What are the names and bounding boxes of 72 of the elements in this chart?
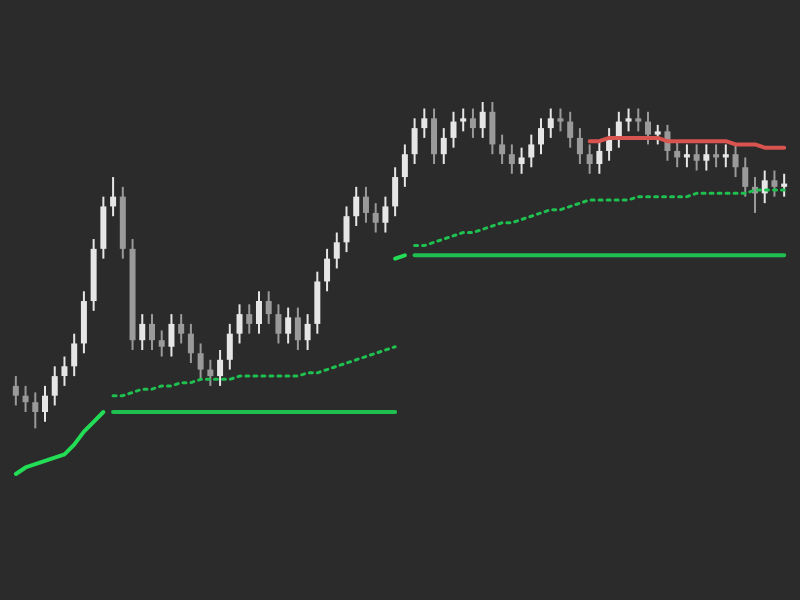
candlestick — [304, 313, 311, 351]
candlestick — [178, 313, 185, 345]
candlestick — [683, 143, 690, 169]
candlestick — [713, 143, 720, 169]
candlestick — [732, 143, 739, 179]
candlestick — [781, 172, 788, 198]
candlestick — [12, 375, 19, 407]
candlestick — [499, 133, 506, 165]
candlestick — [596, 140, 603, 175]
candlestick — [742, 156, 749, 198]
candlestick — [236, 303, 243, 345]
candlestick — [654, 123, 661, 146]
candlestick — [635, 107, 642, 133]
candlestick — [372, 202, 379, 234]
candlestick — [32, 391, 39, 430]
candlestick — [479, 101, 486, 139]
candlestick — [110, 176, 117, 218]
candlestick — [168, 313, 175, 358]
candlestick — [382, 195, 389, 234]
candlestick — [703, 143, 710, 172]
candlestick — [771, 169, 778, 198]
candlestick — [567, 110, 574, 149]
candlestick — [450, 110, 457, 149]
candlestick — [440, 127, 447, 165]
candlestick — [353, 185, 360, 227]
candlestick — [547, 107, 554, 139]
candlestick — [265, 290, 272, 325]
candlestick — [722, 143, 729, 169]
candlestick — [460, 107, 467, 133]
candlestick — [294, 306, 301, 351]
candlestick — [149, 313, 155, 351]
candlestick — [42, 384, 49, 423]
candlestick — [51, 365, 58, 407]
candlestick — [61, 355, 68, 387]
candlestick — [431, 107, 438, 165]
candlestick — [362, 185, 369, 224]
candlestick — [576, 127, 583, 165]
candlestick — [226, 322, 233, 371]
candlestick — [22, 384, 29, 413]
candlestick — [586, 143, 593, 175]
candlestick — [246, 303, 253, 335]
candlestick — [314, 270, 321, 335]
candlestick — [139, 313, 146, 351]
candlestick — [557, 107, 564, 133]
candlestick — [197, 342, 204, 381]
candlestick — [469, 107, 476, 139]
candlestick — [401, 143, 408, 188]
candlestick — [80, 290, 87, 355]
candlestick — [285, 306, 292, 345]
candlestick — [100, 195, 107, 260]
candlestick — [411, 117, 418, 165]
candlestick — [71, 332, 78, 378]
candlestick — [538, 117, 545, 156]
candlestick — [528, 133, 535, 169]
candlestick — [324, 247, 331, 293]
candlestick — [421, 107, 428, 139]
candlestick — [693, 143, 700, 172]
candlestick — [625, 107, 632, 133]
candlestick — [489, 101, 496, 156]
candlestick — [343, 205, 350, 254]
candlestick — [645, 110, 651, 146]
candlestick — [674, 140, 681, 169]
candlestick — [508, 143, 515, 175]
candlestick — [158, 329, 165, 358]
candlestick — [187, 322, 194, 365]
candlestick — [275, 303, 282, 345]
candlestick — [333, 231, 340, 270]
candlestick — [392, 166, 399, 218]
candlestick — [207, 358, 214, 387]
candlestick — [518, 146, 525, 175]
candlestick — [217, 349, 224, 387]
candlestick — [255, 290, 262, 335]
